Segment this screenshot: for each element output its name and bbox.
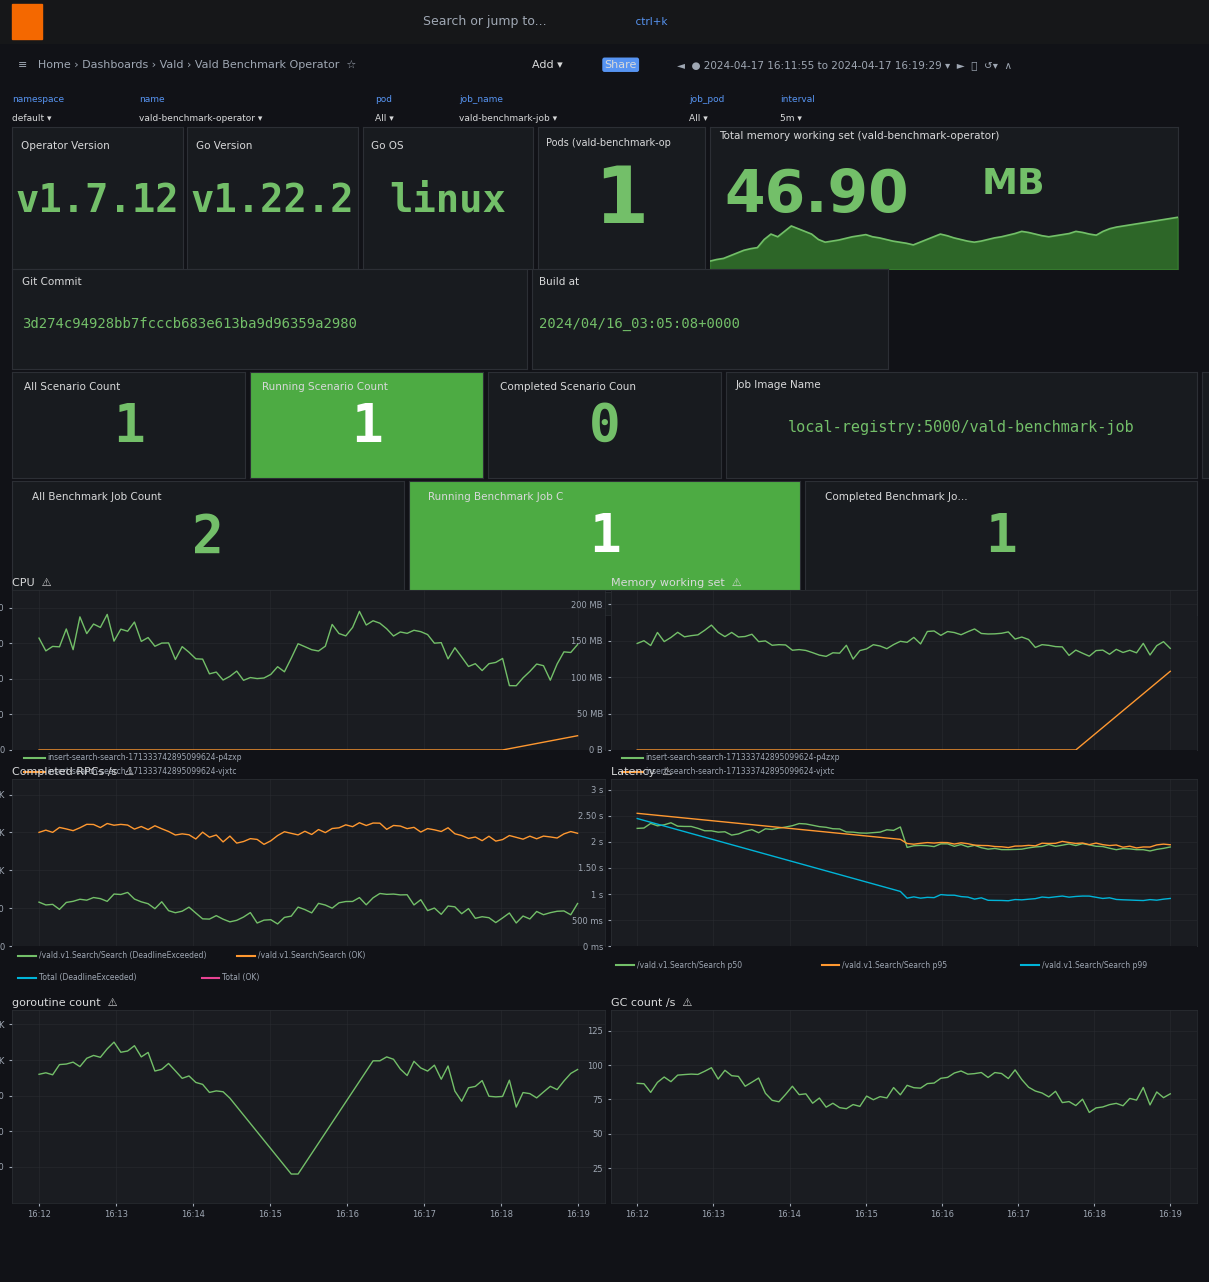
Text: Latency  ⚠: Latency ⚠	[611, 768, 672, 777]
Text: goroutine count  ⚠: goroutine count ⚠	[12, 999, 117, 1008]
Text: 2: 2	[192, 512, 224, 563]
Text: insert-search-search-171333742895099624-p4zxp: insert-search-search-171333742895099624-…	[646, 754, 840, 763]
Bar	[12, 4, 42, 40]
Text: vald-benchmark-operator ▾: vald-benchmark-operator ▾	[139, 114, 262, 123]
Text: 3d274c94928bb7fcccb683e613ba9d96359a2980: 3d274c94928bb7fcccb683e613ba9d96359a2980	[23, 317, 358, 331]
Text: Completed RPCs /s  ⚠: Completed RPCs /s ⚠	[12, 768, 134, 777]
Text: Git Commit: Git Commit	[23, 277, 82, 287]
Text: default ▾: default ▾	[12, 114, 52, 123]
Text: job_name: job_name	[459, 95, 503, 104]
Text: 5m ▾: 5m ▾	[780, 114, 802, 123]
Text: /vald.v1.Search/Search p99: /vald.v1.Search/Search p99	[1041, 960, 1146, 970]
Text: Total (DeadlineExceeded): Total (DeadlineExceeded)	[39, 973, 137, 982]
Text: Pods (vald-benchmark-op: Pods (vald-benchmark-op	[546, 138, 671, 149]
Text: ◄  ● 2024-04-17 16:11:55 to 2024-04-17 16:19:29 ▾  ►  🔍  ↺▾  ∧: ◄ ● 2024-04-17 16:11:55 to 2024-04-17 16…	[677, 60, 1012, 69]
Text: pod: pod	[375, 95, 392, 104]
Text: Completed Scenario Coun: Completed Scenario Coun	[499, 382, 636, 392]
Text: 2024/04/16_03:05:08+0000: 2024/04/16_03:05:08+0000	[539, 317, 740, 331]
Text: 0: 0	[589, 401, 620, 453]
Text: Completed Benchmark Jo…: Completed Benchmark Jo…	[825, 491, 967, 501]
Text: insert-search-search-171333742895099624-p4zxp: insert-search-search-171333742895099624-…	[47, 754, 242, 763]
Text: Build at: Build at	[539, 277, 579, 287]
Text: Running Benchmark Job C: Running Benchmark Job C	[428, 491, 563, 501]
Text: Memory working set  ⚠: Memory working set ⚠	[611, 578, 741, 587]
Text: Go OS: Go OS	[371, 141, 404, 151]
Text: Go Version: Go Version	[196, 141, 253, 151]
Text: interval: interval	[780, 95, 815, 104]
Text: job_pod: job_pod	[689, 95, 724, 104]
Text: name: name	[139, 95, 164, 104]
Text: 1: 1	[985, 512, 1017, 563]
Text: Add ▾: Add ▾	[532, 60, 562, 69]
Text: /vald.v1.Search/Search p95: /vald.v1.Search/Search p95	[843, 960, 948, 970]
Text: insert-search-search-171333742895099624-vjxtc: insert-search-search-171333742895099624-…	[47, 768, 237, 777]
Text: namespace: namespace	[12, 95, 64, 104]
Text: GC count /s  ⚠: GC count /s ⚠	[611, 999, 692, 1008]
Text: All Scenario Count: All Scenario Count	[24, 382, 120, 392]
Text: linux: linux	[389, 182, 507, 221]
Text: Share: Share	[604, 60, 637, 69]
Text: Job Image Name: Job Image Name	[735, 381, 821, 390]
Text: Total memory working set (vald-benchmark-operator): Total memory working set (vald-benchmark…	[719, 131, 1000, 141]
Text: v1.7.12: v1.7.12	[16, 182, 179, 221]
Text: Total (OK): Total (OK)	[222, 973, 260, 982]
Text: /vald.v1.Search/Search (OK): /vald.v1.Search/Search (OK)	[258, 951, 365, 960]
Text: ≡   Home › Dashboards › Vald › Vald Benchmark Operator  ☆: ≡ Home › Dashboards › Vald › Vald Benchm…	[18, 60, 357, 69]
Text: 46.90: 46.90	[724, 167, 909, 224]
Text: 1: 1	[112, 401, 145, 453]
Text: CPU  ⚠: CPU ⚠	[12, 578, 52, 587]
Text: Operator Version: Operator Version	[21, 141, 109, 151]
Text: All ▾: All ▾	[375, 114, 394, 123]
Text: v1.22.2: v1.22.2	[191, 182, 354, 221]
Text: local-registry:5000/vald-benchmark-job: local-registry:5000/vald-benchmark-job	[788, 419, 1135, 435]
Text: ctrl+k: ctrl+k	[629, 17, 667, 27]
Text: insert-search-search-171333742895099624-vjxtc: insert-search-search-171333742895099624-…	[646, 768, 835, 777]
Text: /vald.v1.Search/Search p50: /vald.v1.Search/Search p50	[637, 960, 742, 970]
Text: All Benchmark Job Count: All Benchmark Job Count	[31, 491, 161, 501]
Text: vald-benchmark-job ▾: vald-benchmark-job ▾	[459, 114, 557, 123]
Text: 1: 1	[589, 512, 620, 563]
Text: Running Scenario Count: Running Scenario Count	[261, 382, 388, 392]
Text: MB: MB	[982, 167, 1045, 201]
Text: /vald.v1.Search/Search (DeadlineExceeded): /vald.v1.Search/Search (DeadlineExceeded…	[39, 951, 207, 960]
Text: ▼  Benchmark Job Metrics: ▼ Benchmark Job Metrics	[22, 597, 202, 610]
Text: Search or jump to...: Search or jump to...	[423, 15, 546, 28]
Text: All ▾: All ▾	[689, 114, 708, 123]
Text: 1: 1	[351, 401, 382, 453]
Text: 1: 1	[595, 163, 649, 238]
